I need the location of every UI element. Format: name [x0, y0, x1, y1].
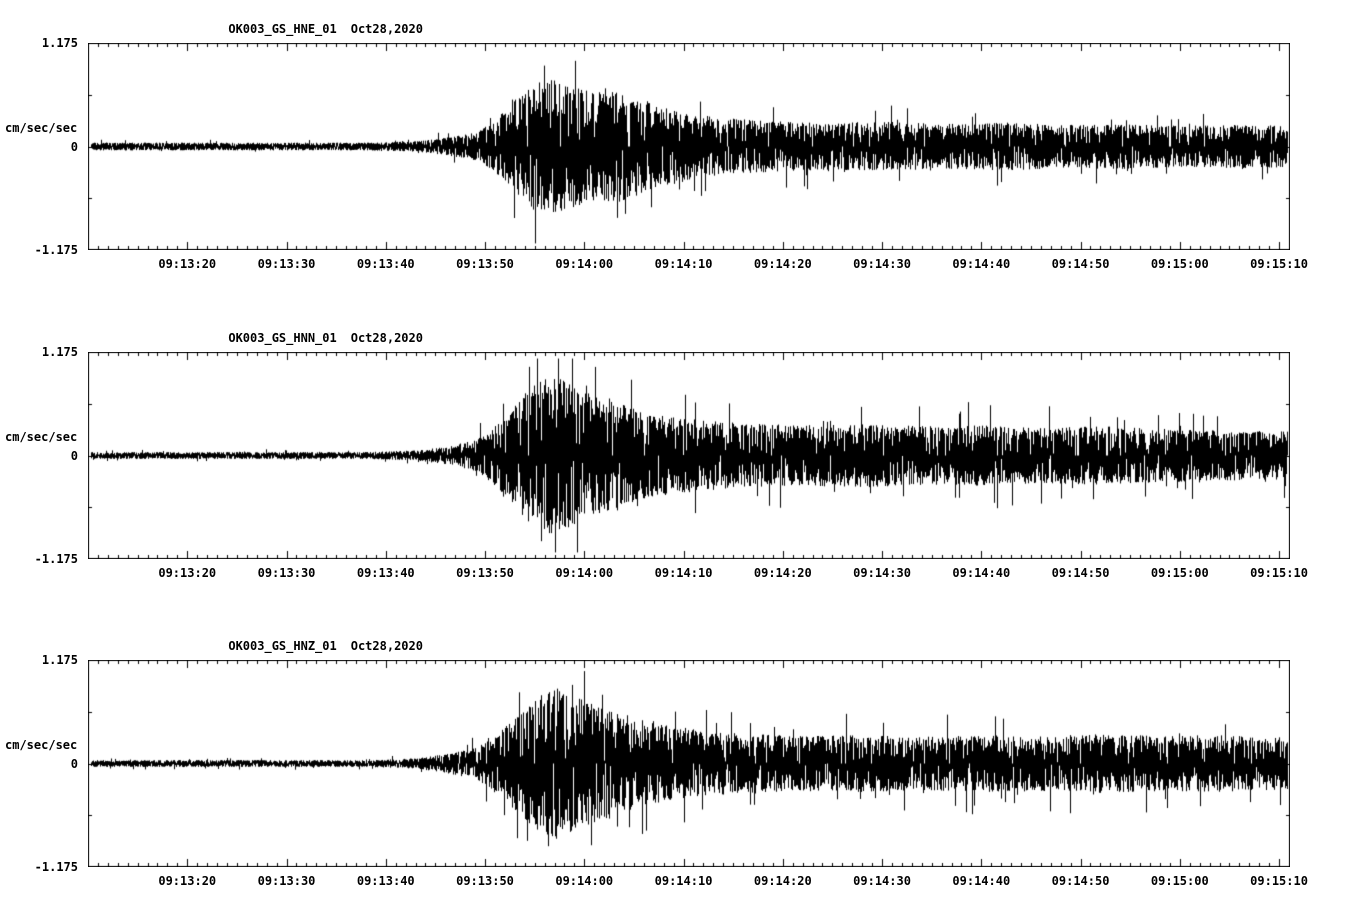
x-tick-label: 09:13:30	[257, 257, 316, 271]
x-tick-label: 09:14:00	[555, 874, 614, 888]
y-axis-zero-label: 0	[70, 757, 78, 771]
station-channel-label: OK003_GS_HNE_01	[228, 22, 337, 36]
x-tick-label: 09:14:50	[1051, 566, 1110, 580]
date-label: Oct28,2020	[350, 639, 423, 653]
panel-title: OK003_GS_HNN_01 Oct28,2020	[185, 317, 423, 359]
waveform-canvas	[88, 43, 1290, 250]
seismogram-panel-hnz: OK003_GS_HNZ_01 Oct28,2020 1.175 cm/sec/s…	[0, 617, 1358, 924]
y-axis-zero-label: 0	[70, 449, 78, 463]
x-tick-label: 09:15:10	[1250, 257, 1308, 271]
x-tick-label: 09:14:30	[853, 566, 911, 580]
x-tick-label: 09:14:10	[654, 566, 713, 580]
x-tick-label: 09:13:40	[356, 566, 415, 580]
x-tick-label: 09:14:20	[753, 566, 812, 580]
x-tick-label: 09:15:00	[1150, 566, 1209, 580]
x-tick-label: 09:13:50	[456, 566, 514, 580]
date-label: Oct28,2020	[350, 331, 423, 345]
x-tick-label: 09:14:50	[1051, 874, 1110, 888]
y-axis-unit-label: cm/sec/sec	[5, 430, 78, 444]
x-tick-label: 09:14:20	[753, 874, 812, 888]
seismogram-panel-hne: OK003_GS_HNE_01 Oct28,2020 1.175 cm/sec/s…	[0, 0, 1358, 309]
x-tick-label: 09:13:50	[456, 874, 514, 888]
y-axis-min-label: -1.175	[34, 243, 78, 257]
y-axis-unit-label: cm/sec/sec	[5, 738, 78, 752]
y-axis-max-label: 1.175	[41, 345, 78, 359]
x-tick-label: 09:14:20	[753, 257, 812, 271]
y-axis-min-label: -1.175	[34, 552, 78, 566]
x-tick-label: 09:14:10	[654, 874, 713, 888]
station-channel-label: OK003_GS_HNN_01	[228, 331, 337, 345]
x-tick-label: 09:13:30	[257, 874, 316, 888]
date-label: Oct28,2020	[350, 22, 423, 36]
x-tick-label: 09:14:50	[1051, 257, 1110, 271]
x-tick-label: 09:13:40	[356, 874, 415, 888]
y-axis-min-label: -1.175	[34, 860, 78, 874]
x-tick-label: 09:14:40	[952, 566, 1011, 580]
y-axis-max-label: 1.175	[41, 653, 78, 667]
x-tick-label: 09:14:10	[654, 257, 713, 271]
x-tick-label: 09:14:40	[952, 874, 1011, 888]
y-axis-unit-label: cm/sec/sec	[5, 121, 78, 135]
x-tick-label: 09:14:40	[952, 257, 1011, 271]
x-tick-label: 09:14:00	[555, 566, 614, 580]
x-tick-label: 09:15:10	[1250, 874, 1308, 888]
seismogram-panel-hnn: OK003_GS_HNN_01 Oct28,2020 1.175 cm/sec/s…	[0, 309, 1358, 618]
waveform-canvas	[88, 352, 1290, 559]
waveform-canvas	[88, 660, 1290, 867]
station-channel-label: OK003_GS_HNZ_01	[228, 639, 337, 653]
y-axis-max-label: 1.175	[41, 36, 78, 50]
x-tick-label: 09:14:00	[555, 257, 614, 271]
x-tick-label: 09:14:30	[853, 257, 911, 271]
x-tick-label: 09:13:40	[356, 257, 415, 271]
panel-title: OK003_GS_HNZ_01 Oct28,2020	[185, 625, 423, 667]
x-tick-label: 09:15:10	[1250, 566, 1308, 580]
x-tick-label: 09:13:20	[158, 257, 217, 271]
x-tick-label: 09:13:20	[158, 566, 217, 580]
x-tick-label: 09:13:50	[456, 257, 514, 271]
panel-title: OK003_GS_HNE_01 Oct28,2020	[185, 8, 423, 50]
y-axis-zero-label: 0	[70, 140, 78, 154]
x-tick-label: 09:13:20	[158, 874, 217, 888]
x-tick-label: 09:13:30	[257, 566, 316, 580]
x-tick-label: 09:15:00	[1150, 257, 1209, 271]
x-tick-label: 09:14:30	[853, 874, 911, 888]
x-tick-label: 09:15:00	[1150, 874, 1209, 888]
